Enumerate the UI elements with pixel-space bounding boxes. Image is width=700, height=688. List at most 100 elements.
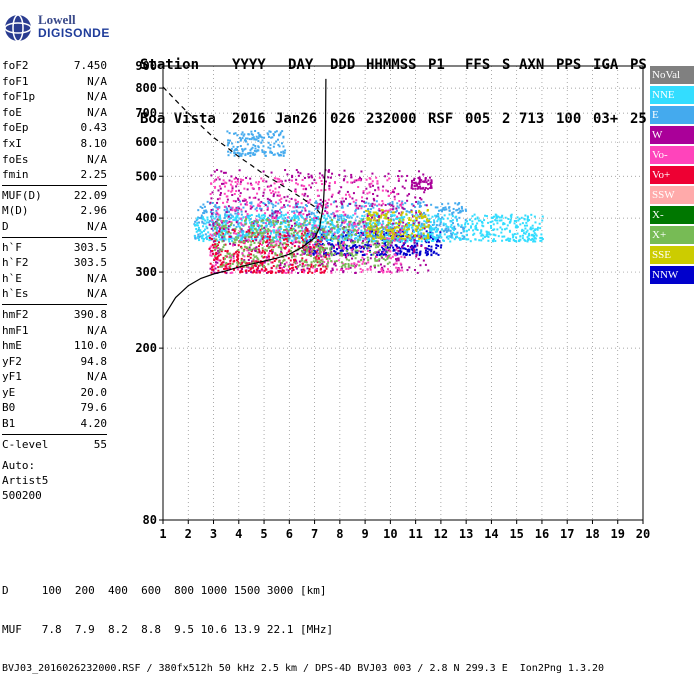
echo-point <box>314 220 317 223</box>
echo-point <box>515 236 518 239</box>
echo-point <box>230 180 233 183</box>
echo-point <box>268 229 271 232</box>
echo-point <box>236 178 239 181</box>
echo-point <box>273 177 276 180</box>
echo-point <box>365 237 368 240</box>
echo-point <box>424 249 427 252</box>
echo-point <box>244 223 247 226</box>
echo-point <box>313 214 316 217</box>
echo-point <box>241 149 244 152</box>
echo-point <box>206 238 209 241</box>
echo-point <box>340 261 343 264</box>
echo-point <box>248 248 251 251</box>
echo-point <box>356 231 359 234</box>
echo-point <box>354 204 357 207</box>
header-col-0: Station <box>140 57 200 73</box>
echo-point <box>236 250 239 253</box>
echo-point <box>323 237 326 240</box>
echo-point <box>257 203 260 206</box>
echo-point <box>406 231 409 234</box>
echo-point <box>217 259 220 262</box>
echo-point <box>427 225 430 228</box>
echo-point <box>204 228 207 231</box>
echo-point <box>237 222 240 225</box>
echo-point <box>414 196 417 199</box>
echo-point <box>408 250 411 253</box>
echo-point <box>393 222 396 225</box>
echo-point <box>298 263 301 266</box>
echo-point <box>378 270 381 273</box>
echo-point <box>284 213 287 216</box>
echo-point <box>242 254 245 257</box>
echo-point <box>497 215 500 218</box>
echo-point <box>415 240 418 243</box>
echo-point <box>318 238 321 241</box>
echo-point <box>427 179 430 182</box>
echo-point <box>309 253 312 256</box>
echo-point <box>336 210 339 213</box>
echo-point <box>290 232 293 235</box>
echo-point <box>291 210 294 213</box>
echo-point <box>372 233 375 236</box>
echo-point <box>327 238 330 241</box>
echo-point <box>340 202 343 205</box>
echo-point <box>355 229 358 232</box>
echo-point <box>380 268 383 271</box>
echo-point <box>358 264 361 267</box>
echo-point <box>378 244 381 247</box>
echo-point <box>334 235 337 238</box>
echo-point <box>327 214 330 217</box>
echo-point <box>399 233 402 236</box>
echo-point <box>426 220 429 223</box>
echo-point <box>296 252 299 255</box>
echo-point <box>526 229 529 232</box>
echo-point <box>244 236 247 239</box>
echo-point <box>294 265 297 268</box>
echo-point <box>208 236 211 239</box>
echo-point <box>302 244 305 247</box>
echo-point <box>392 246 395 249</box>
echo-point <box>454 227 457 230</box>
echo-point <box>399 252 402 255</box>
echo-point <box>417 187 420 190</box>
echo-point <box>343 217 346 220</box>
echo-point <box>473 232 476 235</box>
echo-point <box>413 177 416 180</box>
echo-point <box>287 238 290 241</box>
echo-point <box>226 198 229 201</box>
echo-point <box>415 255 418 258</box>
echo-point <box>320 255 323 258</box>
echo-point <box>506 224 509 227</box>
echo-point <box>220 250 223 253</box>
echo-point <box>267 255 270 258</box>
echo-point <box>527 237 530 240</box>
echo-point <box>226 249 229 252</box>
echo-point <box>270 223 273 226</box>
echo-point <box>332 244 335 247</box>
echo-point <box>383 265 386 268</box>
echo-point <box>292 231 295 234</box>
echo-point <box>327 225 330 228</box>
echo-point <box>425 204 428 207</box>
echo-point <box>308 267 311 270</box>
echo-point <box>286 240 289 243</box>
echo-point <box>342 253 345 256</box>
echo-point <box>411 213 414 216</box>
echo-point <box>270 245 273 248</box>
echo-point <box>227 225 230 228</box>
echo-point <box>285 271 288 274</box>
echo-point <box>370 235 373 238</box>
echo-point <box>400 255 403 258</box>
echo-point <box>250 267 253 270</box>
echo-point <box>294 203 297 206</box>
echo-point <box>238 136 241 139</box>
echo-point <box>213 237 216 240</box>
echo-point <box>250 202 253 205</box>
echo-point <box>508 239 511 242</box>
echo-point <box>197 216 200 219</box>
echo-point <box>385 255 388 258</box>
logo-line2: DIGISONDE <box>38 26 110 40</box>
echo-point <box>320 233 323 236</box>
echo-point <box>249 231 252 234</box>
echo-point <box>320 204 323 207</box>
